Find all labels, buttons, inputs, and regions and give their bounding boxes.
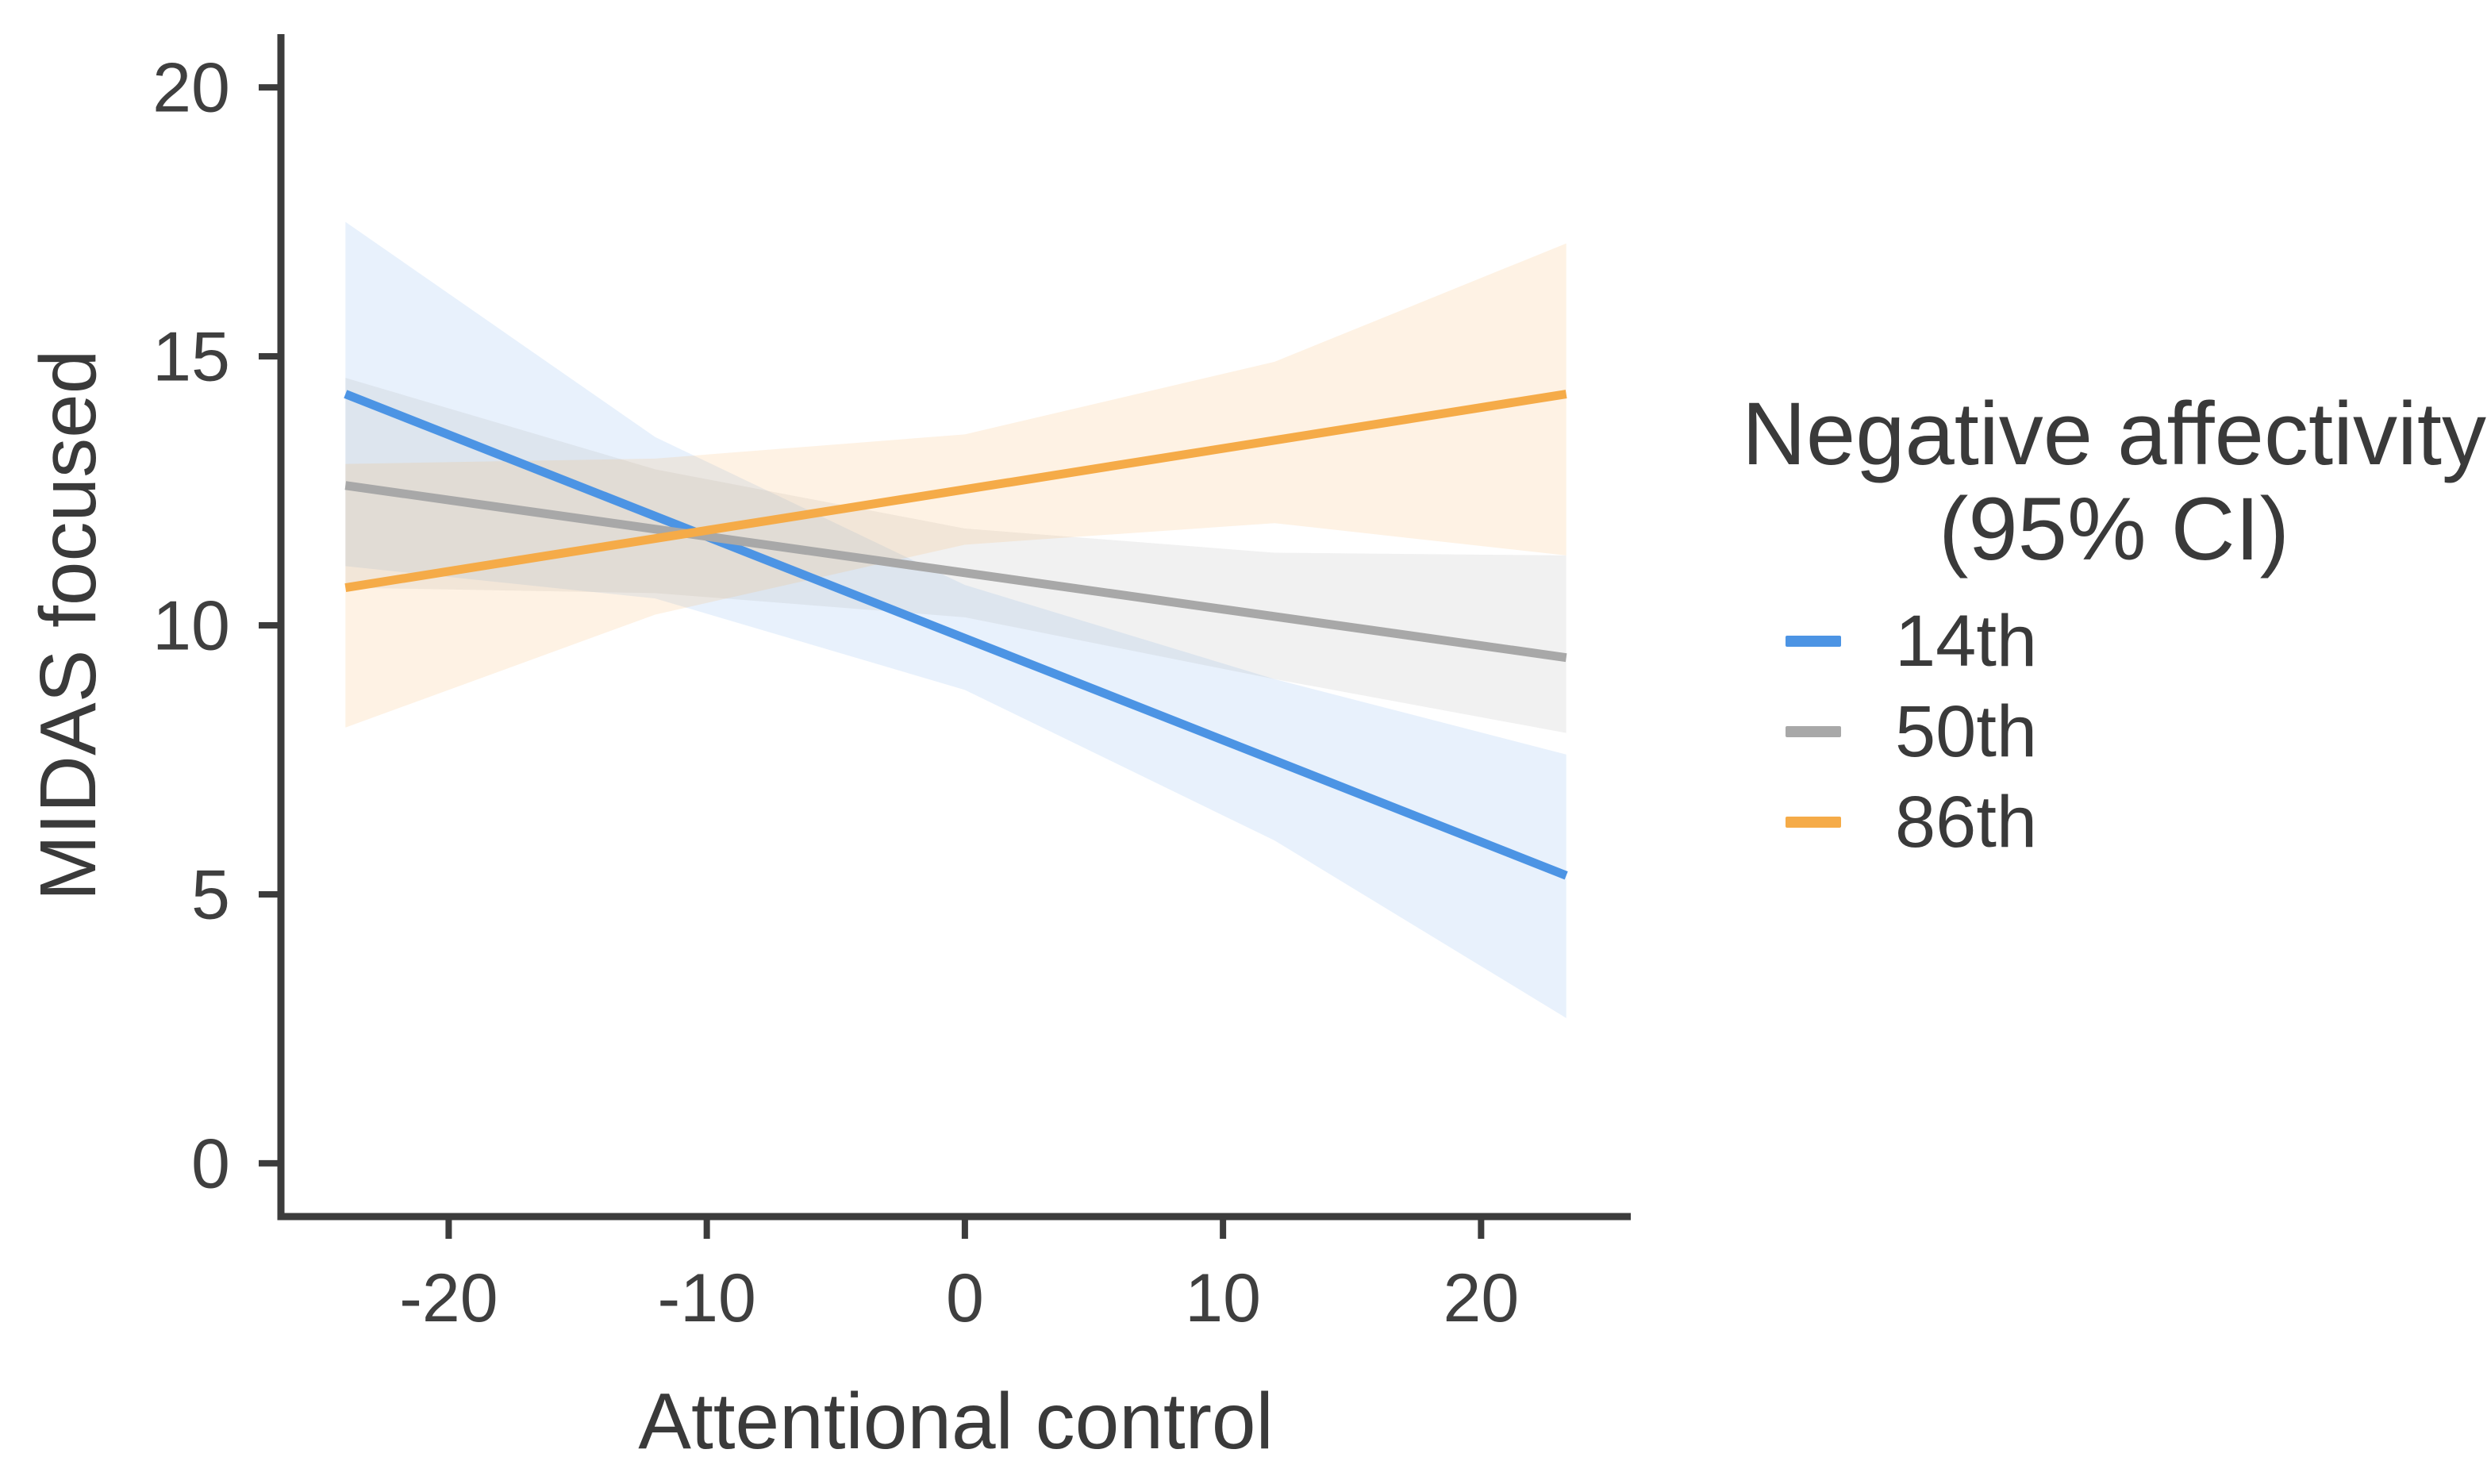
y-axis-title: MIDAS focused xyxy=(24,350,113,902)
x-tick-label--10: -10 xyxy=(657,1260,755,1336)
x-tick-label--20: -20 xyxy=(399,1260,498,1336)
legend-key-14th xyxy=(1786,636,1841,647)
y-tick-label-15: 15 xyxy=(152,317,230,396)
y-tick-label-0: 0 xyxy=(191,1124,230,1202)
series-line-50th xyxy=(344,481,1567,663)
legend-key-50th xyxy=(1786,726,1841,737)
legend-label-50th: 50th xyxy=(1895,691,2037,772)
y-tick-label-10: 10 xyxy=(152,586,230,665)
legend-key-86th xyxy=(1786,817,1841,828)
x-tick-label-20: 20 xyxy=(1443,1260,1520,1336)
legend-title-line-1: Negative affectivity xyxy=(1742,384,2486,483)
ci-band-86th xyxy=(345,243,1566,728)
x-tick-label-0: 0 xyxy=(946,1260,984,1336)
legend-label-86th: 86th xyxy=(1895,782,2037,863)
legend-label-14th: 14th xyxy=(1895,601,2037,682)
ci-band-14th xyxy=(345,221,1566,1018)
x-tick-label-10: 10 xyxy=(1185,1260,1261,1336)
ci-band-50th xyxy=(345,378,1566,733)
series-line-86th xyxy=(344,390,1567,592)
x-axis-title: Attentional control xyxy=(638,1377,1274,1466)
legend-title-line-2: (95% CI) xyxy=(1939,479,2289,579)
series-line-14th xyxy=(344,390,1568,880)
y-tick-label-5: 5 xyxy=(191,855,230,933)
y-tick-label-20: 20 xyxy=(152,48,230,127)
